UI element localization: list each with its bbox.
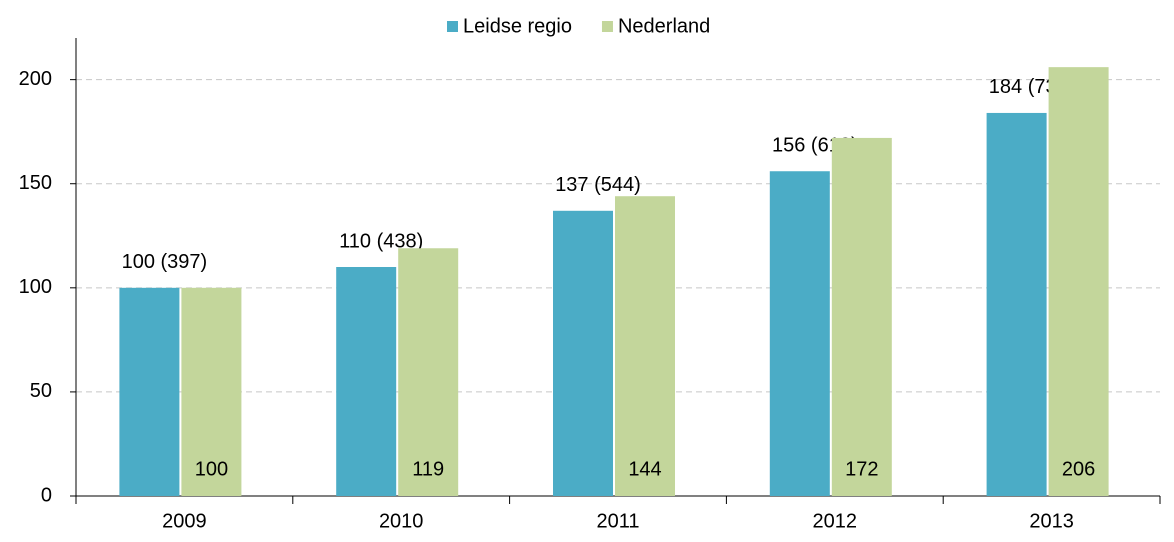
value-label: 172 bbox=[845, 458, 878, 480]
bar bbox=[336, 267, 397, 496]
legend-label: Leidse regio bbox=[463, 15, 572, 37]
bar bbox=[181, 287, 242, 496]
bar bbox=[553, 210, 613, 497]
bar bbox=[1048, 67, 1109, 497]
legend-swatch bbox=[447, 21, 458, 32]
bar bbox=[398, 248, 459, 496]
y-tick-label: 200 bbox=[19, 68, 52, 90]
x-tick-label: 2013 bbox=[1029, 510, 1074, 532]
bar bbox=[831, 137, 892, 496]
value-label: 110 (438) bbox=[339, 230, 423, 252]
value-label: 144 bbox=[628, 458, 661, 480]
bar bbox=[769, 171, 830, 496]
y-tick-label: 150 bbox=[19, 172, 52, 194]
value-label: 100 (397) bbox=[122, 251, 208, 273]
x-tick-label: 2010 bbox=[379, 510, 424, 532]
value-label: 206 bbox=[1062, 458, 1095, 480]
y-tick-label: 50 bbox=[30, 380, 52, 402]
x-tick-label: 2009 bbox=[162, 510, 207, 532]
bar bbox=[119, 287, 180, 496]
value-label: 119 bbox=[412, 458, 444, 480]
y-tick-label: 100 bbox=[19, 276, 52, 298]
value-label: 137 (544) bbox=[555, 174, 641, 196]
x-tick-label: 2012 bbox=[813, 510, 858, 532]
y-tick-label: 0 bbox=[41, 484, 52, 506]
bar bbox=[615, 196, 675, 496]
x-tick-label: 2011 bbox=[596, 510, 639, 532]
bar bbox=[986, 112, 1047, 496]
legend-label: Nederland bbox=[618, 15, 710, 37]
legend-swatch bbox=[601, 21, 613, 32]
value-label: 100 bbox=[195, 458, 228, 480]
